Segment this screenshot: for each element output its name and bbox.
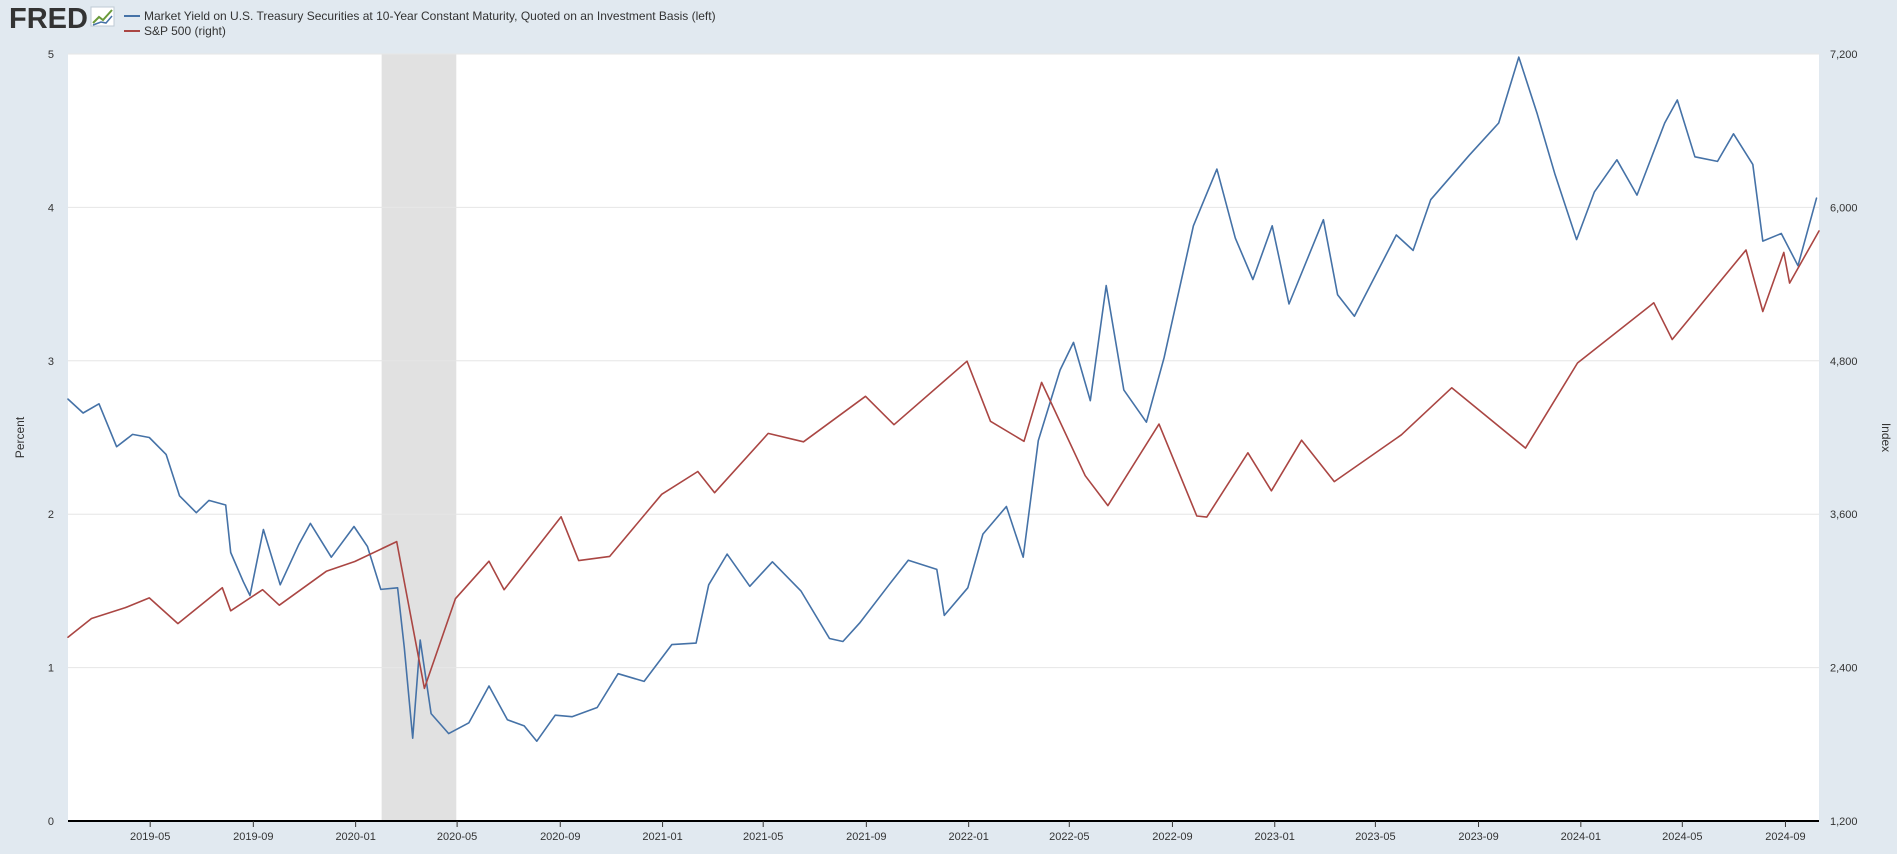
- y-axis-right: 1,200 2,400 3,600 4,800 6,000 7,200: [1830, 49, 1858, 828]
- x-tick-label: 2024-01: [1561, 831, 1601, 843]
- x-tick-label: 2019-05: [130, 831, 170, 843]
- y-right-tick-label: 6,000: [1830, 202, 1858, 214]
- x-tick-label: 2023-01: [1255, 831, 1295, 843]
- y-axis-right-title: Index: [1879, 423, 1893, 452]
- y-left-tick-label: 4: [48, 202, 54, 214]
- x-tick-label: 2022-01: [948, 831, 988, 843]
- x-tick-label: 2020-09: [540, 831, 580, 843]
- legend: Market Yield on U.S. Treasury Securities…: [124, 9, 716, 38]
- legend-label-left: Market Yield on U.S. Treasury Securities…: [144, 9, 716, 23]
- series-layer: [67, 56, 1820, 743]
- y-right-tick-label: 3,600: [1830, 509, 1858, 521]
- fred-logo-text: FRED: [9, 3, 88, 35]
- x-tick-label: 2023-09: [1458, 831, 1498, 843]
- x-tick-label: 2021-01: [642, 831, 682, 843]
- y-right-tick-label: 2,400: [1830, 663, 1858, 675]
- y-right-tick-label: 4,800: [1830, 356, 1858, 368]
- gridlines: [68, 53, 1819, 669]
- x-tick-label: 2021-09: [846, 831, 886, 843]
- x-tick-label: 2023-05: [1355, 831, 1395, 843]
- series-line-treasury-yield[interactable]: [67, 56, 1818, 743]
- x-tick-label: 2019-09: [233, 831, 273, 843]
- y-left-tick-label: 2: [48, 509, 54, 521]
- y-left-tick-label: 1: [48, 663, 54, 675]
- x-tick-label: 2024-09: [1765, 831, 1805, 843]
- y-right-tick-label: 7,200: [1830, 49, 1858, 61]
- x-tick-label: 2024-05: [1662, 831, 1702, 843]
- fred-chart-icon: [90, 6, 115, 27]
- x-tick-label: 2020-01: [335, 831, 375, 843]
- y-axis-left-title: Percent: [13, 416, 27, 458]
- legend-label-right: S&P 500 (right): [144, 24, 226, 38]
- y-left-tick-label: 3: [48, 356, 54, 368]
- fred-logo[interactable]: FRED: [9, 3, 115, 35]
- x-tick-label: 2022-05: [1049, 831, 1089, 843]
- recession-band: [381, 54, 457, 821]
- x-tick-label: 2020-05: [437, 831, 477, 843]
- x-tick-label: 2021-05: [743, 831, 783, 843]
- plot-area: [68, 54, 1819, 821]
- y-axis-left: 0 1 2 3 4 5: [48, 49, 54, 828]
- y-left-tick-label: 5: [48, 49, 54, 61]
- x-axis: 2019-05 2019-09 2020-01 2020-05 2020-09 2021-…: [130, 821, 1806, 843]
- series-line-sp500[interactable]: [67, 230, 1820, 690]
- y-left-tick-label: 0: [48, 816, 54, 828]
- y-right-tick-label: 1,200: [1830, 816, 1858, 828]
- x-tick-label: 2022-09: [1152, 831, 1192, 843]
